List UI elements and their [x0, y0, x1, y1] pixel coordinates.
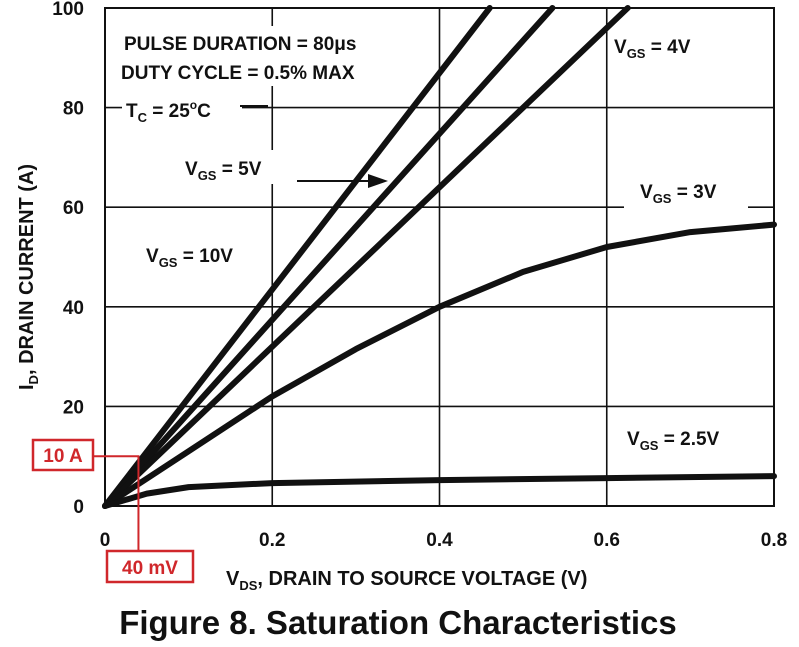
x-tick-label: 0.2 [259, 530, 285, 551]
y-tick-label: 100 [52, 0, 84, 20]
vgs-3v-label: VGS = 3V [640, 182, 717, 206]
callout-40mv-box [105, 549, 195, 584]
x-tick-label: 0.8 [761, 530, 787, 551]
series-line-vgs-10v [102, 5, 493, 509]
vgs-5v-label: VGS = 5V [185, 159, 262, 183]
vgs-10v-label: VGS = 10V [146, 246, 233, 270]
y-axis-title: ID, DRAIN CURRENT (A) [16, 164, 41, 390]
y-tick-label: 20 [63, 397, 84, 418]
vgs-5v-arrowhead [368, 174, 388, 188]
x-axis-title: VDS, DRAIN TO SOURCE VOLTAGE (V) [226, 568, 587, 593]
y-tick-label: 40 [63, 298, 84, 319]
vgs-4v-label: VGS = 4V [614, 37, 691, 61]
y-tick-label: 60 [63, 198, 84, 219]
x-tick-label: 0.6 [594, 530, 620, 551]
pulse-duration-note: PULSE DURATION = 80μs [124, 34, 356, 55]
chart-series [102, 5, 777, 509]
series-line-vgs-3v [102, 221, 777, 509]
duty-cycle-note: DUTY CYCLE = 0.5% MAX [121, 63, 355, 84]
plot-frame [104, 7, 775, 507]
vgs-2-5v-label: VGS = 2.5V [627, 429, 720, 453]
case-temperature-note: TC = 25oC [126, 98, 211, 125]
figure-caption: Figure 8. Saturation Characteristics [119, 604, 677, 641]
annotation-backgrounds [118, 26, 750, 457]
callout-10a-label: 10 A [43, 446, 83, 467]
x-tick-label: 0 [100, 530, 111, 551]
callout-10a-box [31, 438, 95, 472]
series-line-vgs-5v [102, 5, 556, 509]
y-tick-label: 80 [63, 99, 84, 120]
series-line-vgs-2-5v [102, 473, 777, 509]
series-line-vgs-4v [102, 5, 631, 509]
x-tick-label: 0.4 [426, 530, 453, 551]
tick-labels: 0 0.2 0.4 0.6 0.8 0 20 40 60 80 100 [52, 0, 787, 551]
y-tick-label: 0 [73, 497, 84, 518]
callout-guide-lines [93, 455, 140, 551]
callouts: 10 A 40 mV [31, 438, 195, 584]
callout-40mv-label: 40 mV [122, 558, 178, 579]
